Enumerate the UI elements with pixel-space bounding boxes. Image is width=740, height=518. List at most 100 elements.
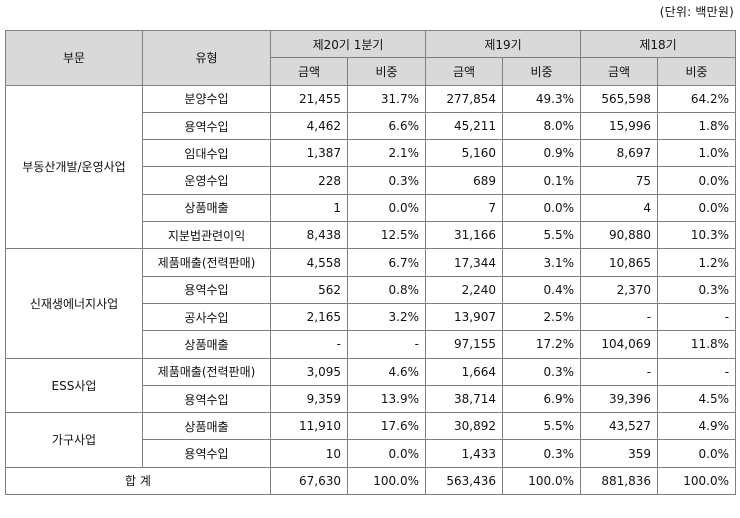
ratio-cell: 0.1% bbox=[502, 166, 582, 195]
ratio-cell: 6.6% bbox=[346, 111, 427, 141]
ratio-cell: 2.5% bbox=[502, 302, 582, 332]
ratio-cell: 6.9% bbox=[502, 384, 582, 414]
table-body: 부동산개발/운영사업 분양수입 21,455 31.7% 277,854 49.3% 565… bbox=[5, 84, 737, 496]
amount-cell: 11,910 bbox=[270, 412, 348, 441]
table-row: 운영수입 228 0.3% 689 0.1% 75 0.0% bbox=[6, 166, 737, 195]
amount-cell: 4 bbox=[580, 193, 659, 223]
total-amount-cell: 563,436 bbox=[425, 466, 504, 496]
ratio-cell: 12.5% bbox=[346, 221, 427, 250]
amount-cell: 2,165 bbox=[270, 302, 348, 332]
segment-cell: ESS사업 bbox=[5, 357, 143, 414]
type-cell: 임대수입 bbox=[142, 139, 271, 168]
amount-cell: - bbox=[270, 330, 348, 359]
ratio-cell: 0.8% bbox=[346, 275, 427, 304]
amount-cell: 31,166 bbox=[425, 221, 504, 250]
amount-cell: 39,396 bbox=[580, 384, 659, 414]
ratio-cell: 11.8% bbox=[657, 330, 737, 359]
ratio-cell: 0.0% bbox=[657, 439, 737, 468]
ratio-cell: 0.0% bbox=[502, 193, 582, 223]
header-period-18: 제18기 bbox=[580, 29, 737, 59]
segment-cell: 부동산개발/운영사업 bbox=[5, 84, 143, 250]
ratio-cell: 0.9% bbox=[502, 139, 582, 168]
type-cell: 제품매출(전력판매) bbox=[142, 357, 271, 386]
ratio-cell: 17.6% bbox=[346, 412, 427, 441]
amount-cell: 689 bbox=[425, 166, 504, 195]
ratio-cell: 5.5% bbox=[502, 412, 582, 441]
header-type: 유형 bbox=[142, 30, 271, 86]
ratio-cell: 0.0% bbox=[346, 193, 427, 223]
amount-cell: 562 bbox=[270, 275, 348, 304]
ratio-cell: 1.2% bbox=[657, 248, 737, 277]
type-cell: 용역수입 bbox=[142, 384, 271, 414]
table-row: 가구사업 상품매출 11,910 17.6% 30,892 5.5% 43,527 4.9% bbox=[5, 412, 737, 468]
amount-cell: 104,069 bbox=[580, 330, 659, 359]
header-ratio: 비중 bbox=[502, 57, 582, 86]
amount-cell: 17,344 bbox=[425, 248, 504, 277]
header-period-q1: 제20기 1분기 bbox=[269, 29, 427, 59]
total-ratio-cell: 100.0% bbox=[657, 466, 737, 496]
type-cell: 상품매출 bbox=[142, 193, 271, 223]
ratio-cell: 3.1% bbox=[502, 248, 582, 277]
table-row: 상품매출 - -97,155 17.2% 104,069 11.8% bbox=[6, 330, 737, 359]
total-amount-cell: 881,836 bbox=[580, 466, 659, 496]
header-period-19: 제19기 bbox=[425, 29, 582, 59]
table-row: 용역수입 10 0.0% 1,433 0.3% 359 0.0% bbox=[6, 439, 737, 468]
ratio-cell: 17.2% bbox=[502, 330, 582, 359]
amount-cell: 3,095 bbox=[270, 357, 348, 386]
amount-cell: 1,433 bbox=[425, 439, 504, 468]
amount-cell: 10 bbox=[270, 439, 348, 468]
header-amount: 금액 bbox=[270, 57, 348, 86]
ratio-cell: 1.8% bbox=[657, 111, 737, 141]
type-cell: 제품매출(전력판매) bbox=[142, 248, 271, 277]
ratio-cell: - bbox=[346, 330, 427, 359]
table-row: 임대수입 1,387 2.1% 5,160 0.9% 8,697 1.0% bbox=[6, 139, 737, 168]
total-label: 합 계 bbox=[5, 466, 271, 496]
table-row: 지분법관련이익 8,438 12.5% 31,166 5.5% 90,880 10.3% bbox=[6, 221, 737, 250]
amount-cell: 30,892 bbox=[425, 412, 504, 441]
header-row-1: 부문 유형 제20기 1분기 제19기 제18기 bbox=[5, 29, 737, 86]
amount-cell: - bbox=[580, 302, 659, 332]
amount-cell: 15,996 bbox=[580, 111, 659, 141]
amount-cell: 9,359 bbox=[270, 384, 348, 414]
type-cell: 운영수입 bbox=[142, 166, 271, 195]
amount-cell: 75 bbox=[580, 166, 659, 195]
amount-cell: 13,907 bbox=[425, 302, 504, 332]
amount-cell: 4,558 bbox=[270, 248, 348, 277]
segment-cell: 신재생에너지사업 bbox=[5, 248, 143, 359]
ratio-cell: 0.3% bbox=[657, 275, 737, 304]
ratio-cell: 0.0% bbox=[657, 193, 737, 223]
revenue-table: 부문 유형 제20기 1분기 제19기 제18기 금액 비중 금액 비중 금액 … bbox=[5, 29, 737, 496]
type-cell: 분양수입 bbox=[142, 84, 271, 113]
amount-cell: 90,880 bbox=[580, 221, 659, 250]
amount-cell: 359 bbox=[580, 439, 659, 468]
ratio-cell: 0.3% bbox=[346, 166, 427, 195]
ratio-cell: 4.6% bbox=[346, 357, 427, 386]
ratio-cell: 10.3% bbox=[657, 221, 737, 250]
amount-cell: 8,438 bbox=[270, 221, 348, 250]
ratio-cell: 6.7% bbox=[346, 248, 427, 277]
ratio-cell: 0.3% bbox=[502, 357, 582, 386]
table-row: 용역수입 4,462 6.6% 45,211 8.0% 15,996 1.8% bbox=[6, 111, 737, 141]
header-amount: 금액 bbox=[425, 57, 504, 86]
total-ratio-cell: 100.0% bbox=[502, 466, 582, 496]
amount-cell: 1,387 bbox=[270, 139, 348, 168]
amount-cell: 38,714 bbox=[425, 384, 504, 414]
ratio-cell: 0.4% bbox=[502, 275, 582, 304]
type-cell: 용역수입 bbox=[142, 111, 271, 141]
header-ratio: 비중 bbox=[346, 57, 427, 86]
amount-cell: 4,462 bbox=[270, 111, 348, 141]
ratio-cell: 64.2% bbox=[657, 84, 737, 113]
header-ratio: 비중 bbox=[657, 57, 737, 86]
total-row: 합 계 67,630 100.0% 563,436 100.0% 881,836 100.0… bbox=[5, 466, 737, 496]
table-row: 부동산개발/운영사업 분양수입 21,455 31.7% 277,854 49.3% 565… bbox=[5, 84, 737, 250]
type-cell: 용역수입 bbox=[142, 439, 271, 468]
type-cell: 공사수입 bbox=[142, 302, 271, 332]
ratio-cell: 5.5% bbox=[502, 221, 582, 250]
amount-cell: 2,370 bbox=[580, 275, 659, 304]
table-row: ESS사업 제품매출(전력판매) 3,095 4.6% 1,664 0.3% - - bbox=[5, 357, 737, 414]
type-cell: 상품매출 bbox=[142, 412, 271, 441]
table-row: 용역수입 562 0.8% 2,240 0.4% 2,370 0.3% bbox=[6, 275, 737, 304]
amount-cell: 43,527 bbox=[580, 412, 659, 441]
amount-cell: 21,455 bbox=[270, 84, 348, 113]
ratio-cell: 3.2% bbox=[346, 302, 427, 332]
